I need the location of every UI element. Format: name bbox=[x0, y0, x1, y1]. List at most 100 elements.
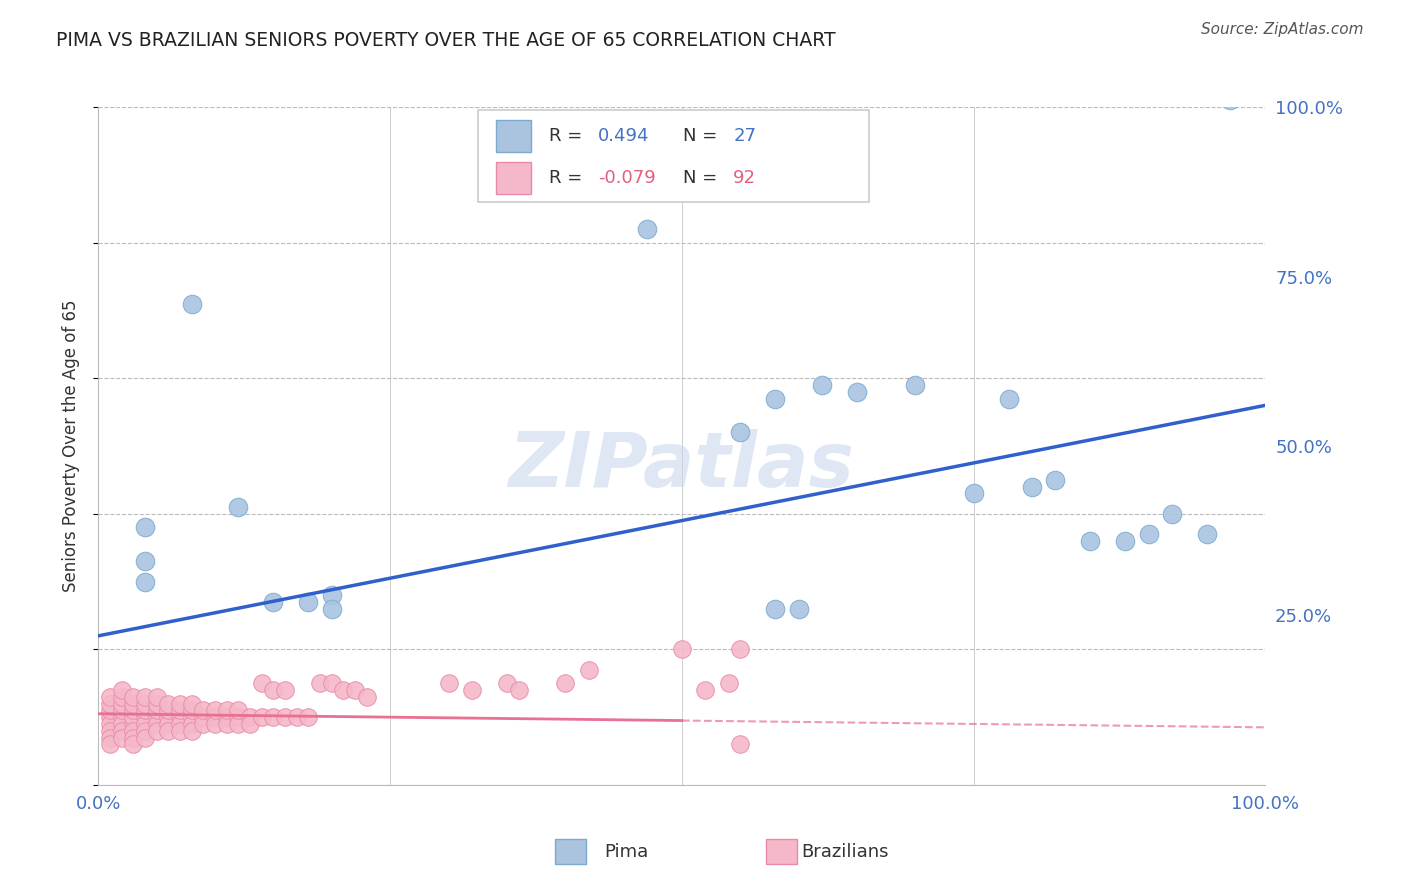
Point bbox=[134, 690, 156, 704]
Point bbox=[169, 710, 191, 724]
Point bbox=[904, 378, 927, 392]
Point bbox=[169, 717, 191, 731]
Point bbox=[134, 703, 156, 717]
Point bbox=[98, 697, 121, 711]
Point bbox=[239, 717, 262, 731]
Point bbox=[204, 710, 226, 724]
Point bbox=[846, 384, 869, 399]
Point bbox=[297, 710, 319, 724]
Point bbox=[193, 703, 215, 717]
Text: PIMA VS BRAZILIAN SENIORS POVERTY OVER THE AGE OF 65 CORRELATION CHART: PIMA VS BRAZILIAN SENIORS POVERTY OVER T… bbox=[56, 31, 835, 50]
Point bbox=[157, 717, 180, 731]
Point bbox=[344, 683, 367, 698]
Point bbox=[134, 717, 156, 731]
Point bbox=[262, 710, 284, 724]
Point bbox=[496, 676, 519, 690]
Bar bbox=[496, 120, 531, 153]
Point bbox=[98, 710, 121, 724]
Point bbox=[98, 731, 121, 745]
Point bbox=[98, 737, 121, 751]
Point bbox=[122, 697, 145, 711]
Point bbox=[578, 663, 600, 677]
Text: N =: N = bbox=[683, 127, 723, 145]
Text: R =: R = bbox=[548, 127, 588, 145]
Point bbox=[146, 697, 169, 711]
Point bbox=[146, 703, 169, 717]
Point bbox=[180, 697, 202, 711]
Point bbox=[763, 392, 786, 406]
Point bbox=[204, 703, 226, 717]
Point bbox=[250, 676, 273, 690]
Point bbox=[730, 425, 752, 440]
Point bbox=[262, 683, 284, 698]
Point bbox=[321, 588, 343, 602]
Point bbox=[169, 723, 191, 738]
Point bbox=[962, 486, 984, 500]
Point bbox=[356, 690, 378, 704]
Point bbox=[321, 601, 343, 615]
Point bbox=[332, 683, 354, 698]
Point bbox=[134, 520, 156, 534]
Text: ZIPatlas: ZIPatlas bbox=[509, 429, 855, 503]
Point bbox=[111, 690, 134, 704]
Point bbox=[169, 697, 191, 711]
Point bbox=[111, 697, 134, 711]
Point bbox=[695, 683, 717, 698]
Point bbox=[730, 642, 752, 657]
Point bbox=[297, 595, 319, 609]
Point bbox=[787, 601, 810, 615]
Point bbox=[321, 676, 343, 690]
Text: 0.494: 0.494 bbox=[598, 127, 650, 145]
Point bbox=[180, 723, 202, 738]
Point bbox=[111, 731, 134, 745]
FancyBboxPatch shape bbox=[478, 111, 869, 202]
Point bbox=[1045, 473, 1067, 487]
Text: N =: N = bbox=[683, 169, 723, 187]
Point bbox=[228, 703, 250, 717]
Point bbox=[98, 690, 121, 704]
Text: Pima: Pima bbox=[605, 843, 648, 861]
Point bbox=[157, 723, 180, 738]
Point bbox=[111, 717, 134, 731]
Point bbox=[157, 710, 180, 724]
Point bbox=[134, 697, 156, 711]
Point bbox=[228, 500, 250, 514]
Point bbox=[134, 731, 156, 745]
Point bbox=[554, 676, 576, 690]
Point bbox=[228, 710, 250, 724]
Point bbox=[193, 717, 215, 731]
Point bbox=[717, 676, 740, 690]
Point bbox=[215, 710, 238, 724]
Text: Source: ZipAtlas.com: Source: ZipAtlas.com bbox=[1201, 22, 1364, 37]
Point bbox=[274, 710, 297, 724]
Point bbox=[111, 703, 134, 717]
Point bbox=[811, 378, 834, 392]
Point bbox=[122, 723, 145, 738]
Point bbox=[146, 690, 169, 704]
Point bbox=[157, 697, 180, 711]
Point bbox=[763, 601, 786, 615]
Point bbox=[508, 683, 530, 698]
Text: Brazilians: Brazilians bbox=[801, 843, 889, 861]
Point bbox=[274, 683, 297, 698]
Point bbox=[309, 676, 332, 690]
Point bbox=[111, 710, 134, 724]
Bar bbox=[496, 161, 531, 194]
Point bbox=[461, 683, 484, 698]
Point bbox=[730, 737, 752, 751]
Point bbox=[228, 717, 250, 731]
Point bbox=[134, 574, 156, 589]
Point bbox=[285, 710, 308, 724]
Point bbox=[1195, 527, 1218, 541]
Point bbox=[1219, 93, 1241, 107]
Point bbox=[98, 723, 121, 738]
Point bbox=[636, 222, 658, 236]
Point bbox=[122, 737, 145, 751]
Point bbox=[239, 710, 262, 724]
Point bbox=[111, 683, 134, 698]
Point bbox=[215, 717, 238, 731]
Text: 92: 92 bbox=[734, 169, 756, 187]
Point bbox=[250, 710, 273, 724]
Text: -0.079: -0.079 bbox=[598, 169, 655, 187]
Point bbox=[180, 710, 202, 724]
